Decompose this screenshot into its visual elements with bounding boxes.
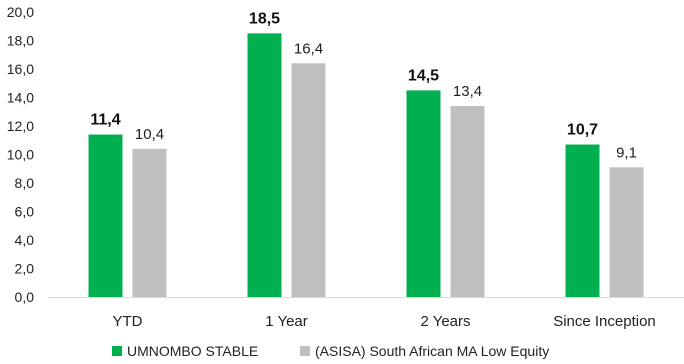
y-tick-label: 2,0 [15, 261, 35, 277]
legend-label: (ASISA) South African MA Low Equity [315, 343, 549, 359]
bar-umnombo-stable [247, 33, 282, 297]
y-tick-label: 12,0 [7, 118, 34, 134]
data-label: 14,5 [408, 67, 439, 84]
x-category-label: 1 Year [265, 313, 308, 330]
data-label: 9,1 [616, 144, 637, 161]
y-tick-label: 0,0 [15, 289, 35, 305]
y-tick-label: 20,0 [7, 4, 34, 20]
bar-umnombo-stable [406, 90, 441, 297]
data-label: 10,4 [135, 126, 164, 143]
legend-swatch [112, 346, 122, 356]
data-label: 16,4 [294, 40, 323, 57]
x-category-label: 2 Years [420, 313, 470, 330]
y-tick-label: 4,0 [15, 232, 35, 248]
data-label: 18,5 [249, 10, 280, 27]
bar-asisa-benchmark [450, 106, 485, 297]
y-tick-label: 14,0 [7, 90, 34, 106]
bar-asisa-benchmark [132, 148, 167, 297]
data-label: 10,7 [567, 122, 598, 139]
bar-asisa-benchmark [609, 167, 644, 297]
x-category-label: YTD [113, 313, 143, 330]
y-tick-label: 8,0 [15, 175, 35, 191]
data-labels: 11,4 10,4 18,5 16,4 14,5 13,4 10,7 9,1 [90, 10, 637, 161]
bar-umnombo-stable [88, 134, 123, 297]
y-tick-label: 6,0 [15, 204, 35, 220]
data-label: 13,4 [453, 83, 482, 100]
legend-label: UMNOMBO STABLE [127, 343, 258, 359]
bar-umnombo-stable [565, 144, 600, 297]
data-label: 11,4 [90, 112, 120, 129]
y-axis: 0,0 2,0 4,0 6,0 8,0 10,0 12,0 14,0 16,0 18,0 20,0 [7, 4, 34, 305]
y-tick-label: 18,0 [7, 33, 34, 49]
x-axis: YTD 1 Year 2 Years Since Inception [48, 297, 684, 330]
y-tick-label: 10,0 [7, 147, 34, 163]
legend-swatch [300, 346, 310, 356]
bar-asisa-benchmark [291, 63, 326, 297]
legend: UMNOMBO STABLE (ASISA) South African MA L… [112, 343, 549, 359]
bars [88, 33, 644, 297]
y-tick-label: 16,0 [7, 61, 34, 77]
x-category-label: Since Inception [553, 313, 656, 330]
